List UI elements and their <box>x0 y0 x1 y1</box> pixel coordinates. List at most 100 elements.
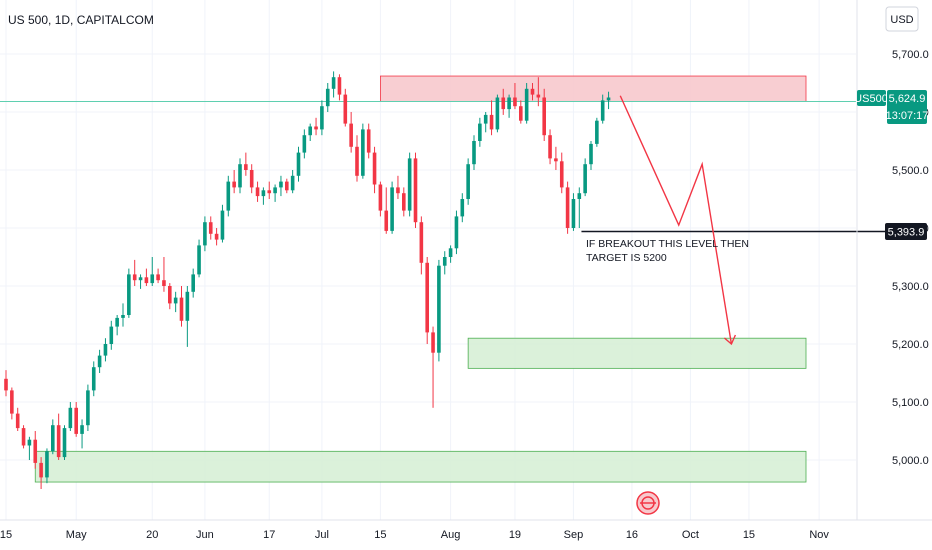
arrow-head-icon <box>723 334 737 346</box>
candle-body <box>542 97 546 136</box>
candle <box>571 193 576 231</box>
candle <box>208 216 213 240</box>
x-tick-label: Sep <box>564 529 584 541</box>
x-tick-label: 20 <box>146 529 158 541</box>
candle <box>454 210 459 255</box>
candle-body <box>437 265 441 353</box>
y-tick-label: 5,200.0 <box>892 339 929 351</box>
candle <box>115 315 119 336</box>
candle <box>472 135 476 170</box>
candle <box>355 135 359 182</box>
candle-body <box>425 262 429 333</box>
candle <box>168 283 172 310</box>
x-tick-label: Nov <box>809 529 829 541</box>
candle <box>173 291 178 313</box>
current-price-tag: US500 5,624.9 13:07:17 <box>854 90 928 124</box>
candle <box>144 268 149 286</box>
candle <box>255 181 260 202</box>
candle <box>86 384 90 431</box>
candle-body <box>226 181 231 211</box>
candle <box>600 94 605 124</box>
candle-body <box>109 326 114 344</box>
candle-body <box>524 88 529 121</box>
current-price-label: 5,624.9 <box>889 93 926 105</box>
candle <box>10 387 14 420</box>
candle-body <box>366 129 371 153</box>
candle <box>413 152 418 228</box>
candle <box>191 268 195 298</box>
candle <box>150 257 155 286</box>
candle-body <box>208 222 213 234</box>
candle-body <box>565 187 570 228</box>
candle <box>21 425 26 449</box>
candle-body <box>396 187 400 194</box>
candle <box>337 74 342 101</box>
candle-body <box>244 164 248 170</box>
candle-body <box>191 274 195 292</box>
candle <box>372 146 377 194</box>
candle <box>402 187 406 217</box>
candle-body <box>384 210 389 231</box>
candle-body <box>80 425 84 434</box>
y-tick-label: 5,000.0 <box>892 455 929 467</box>
candle <box>74 402 78 437</box>
candle-body <box>507 97 511 110</box>
candle-body <box>51 425 55 452</box>
candle-body <box>279 181 283 188</box>
candle <box>214 228 219 246</box>
candle-body <box>255 187 260 197</box>
candle <box>121 303 125 327</box>
candle <box>127 268 131 318</box>
candle <box>325 83 330 112</box>
candle <box>15 407 20 431</box>
candle-body <box>214 233 219 240</box>
candle <box>384 187 389 234</box>
candle-body <box>454 216 459 249</box>
candle-body <box>431 332 435 353</box>
candle-body <box>144 277 149 284</box>
candle <box>249 164 254 194</box>
candle <box>220 204 225 243</box>
candle <box>56 413 61 460</box>
candle <box>226 175 231 217</box>
candle-body <box>173 297 178 304</box>
candle-body <box>600 100 605 121</box>
symbol-label: US500 <box>854 93 888 105</box>
x-tick-label: 19 <box>509 529 521 541</box>
candle <box>530 83 535 101</box>
candle-body <box>68 407 73 429</box>
candle <box>197 239 201 278</box>
candle-body <box>238 164 242 188</box>
candle-body <box>460 199 465 217</box>
time-axis[interactable]: 15 May 20 Jun 17 Jul 15 Aug 19 Sep 16 Oct 15 Nov <box>0 529 829 541</box>
candle-body <box>232 181 236 188</box>
candle <box>448 245 453 263</box>
candle-body <box>220 210 225 240</box>
candle <box>483 112 488 133</box>
candle <box>536 77 541 107</box>
candle <box>589 141 593 170</box>
candle-body <box>4 378 8 391</box>
currency-button[interactable]: USD <box>885 6 919 32</box>
candle-body <box>530 88 535 95</box>
candle <box>302 129 307 159</box>
candle-body <box>62 428 67 458</box>
candle-body <box>302 135 307 153</box>
candle-body <box>296 152 301 176</box>
x-tick-label: Oct <box>682 529 699 541</box>
candle-body <box>168 286 172 304</box>
x-tick-label: 17 <box>263 529 275 541</box>
candle <box>39 457 43 489</box>
candle <box>185 286 190 347</box>
candle-body <box>15 413 20 429</box>
candle <box>437 259 441 362</box>
candle-body <box>314 126 318 130</box>
annotation-line-1: IF BREAKOUT THIS LEVEL THEN <box>586 238 749 250</box>
candle <box>103 338 108 362</box>
candle-body <box>571 199 576 228</box>
chart-title: US 500, 1D, CAPITALCOM <box>8 13 154 27</box>
annotation-line-2: TARGET IS 5200 <box>586 252 667 264</box>
candle <box>285 178 289 194</box>
candle-body <box>74 407 78 434</box>
